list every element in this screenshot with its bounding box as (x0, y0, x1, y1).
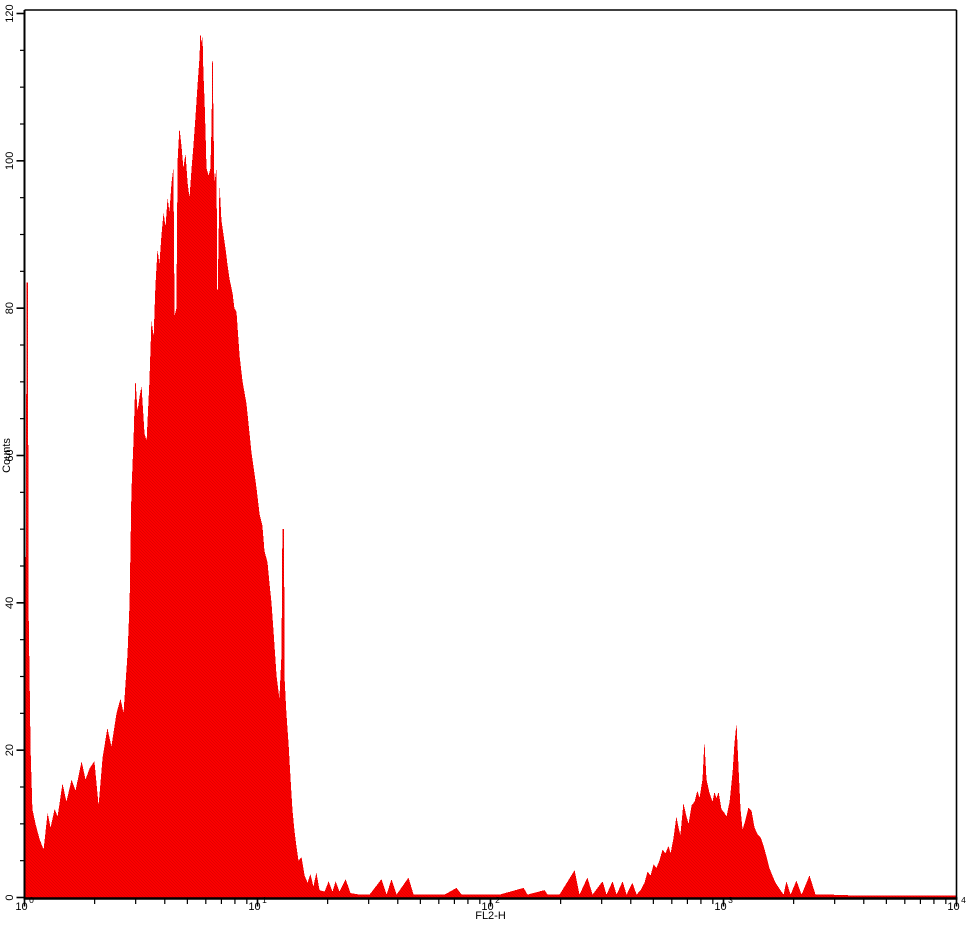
x-tick-label-exponent: 3 (728, 895, 733, 905)
plot-frame (23, 9, 958, 900)
x-axis-title: FL2-H (475, 910, 506, 922)
y-tick-label: 40 (4, 597, 16, 609)
x-tick-label-exponent: 2 (495, 895, 500, 905)
y-axis-title: Counts (1, 438, 13, 473)
y-tick-label: 0 (4, 894, 16, 900)
x-tick-label-base: 10 (947, 901, 959, 913)
x-tick-label-base: 10 (714, 901, 726, 913)
y-tick-label: 60 (4, 449, 16, 461)
x-tick-label-exponent: 1 (262, 895, 267, 905)
y-tick-label: 120 (4, 4, 16, 22)
x-tick-label-exponent: 0 (29, 895, 34, 905)
histogram-series-red (24, 31, 957, 898)
x-tick-label-exponent: 4 (961, 895, 966, 905)
x-tick-label-base: 10 (248, 901, 260, 913)
x-tick-label-base: 10 (15, 901, 27, 913)
y-tick-label: 80 (4, 302, 16, 314)
x-tick-label-base: 10 (481, 901, 493, 913)
y-axis-ticks: 0 20 40 60 80 100 120 (4, 4, 25, 901)
y-tick-label: 100 (4, 152, 16, 170)
y-tick-label: 20 (4, 744, 16, 756)
